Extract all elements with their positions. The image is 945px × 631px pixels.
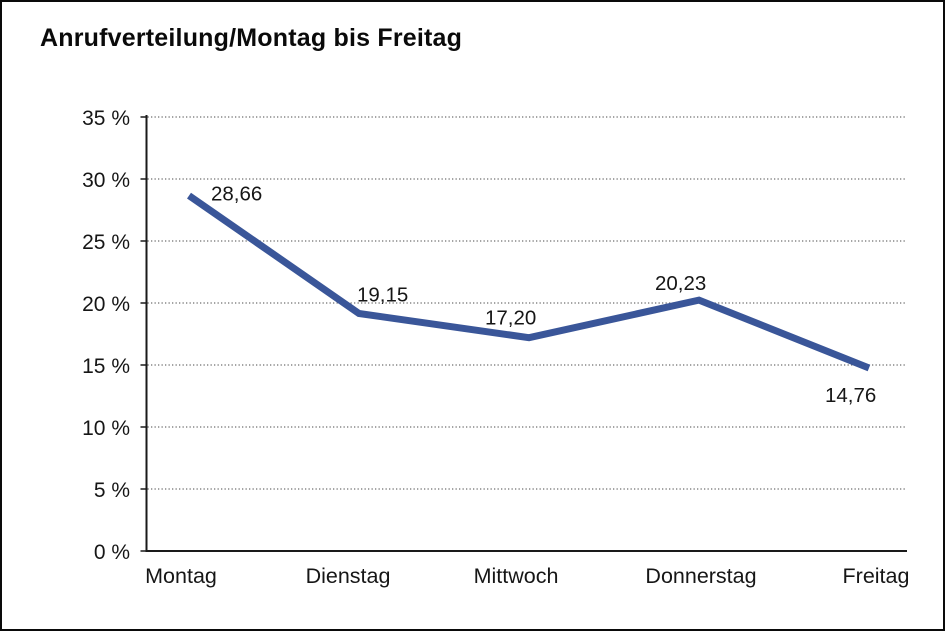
x-category-label: Montag [145, 564, 217, 588]
x-category-label: Dienstag [306, 564, 391, 588]
y-tick-label: 5 % [94, 479, 130, 502]
y-tick-label: 25 % [82, 231, 130, 254]
x-category-label: Donnerstag [645, 564, 756, 588]
y-tick-label: 15 % [82, 355, 130, 378]
x-category-label: Mittwoch [474, 564, 559, 588]
chart-title: Anrufverteilung/Montag bis Freitag [40, 24, 463, 52]
data-point-label: 17,20 [485, 307, 536, 330]
y-tick-label: 10 % [82, 417, 130, 440]
y-tick-label: 20 % [82, 293, 130, 316]
data-line [187, 192, 871, 372]
x-category-label: Freitag [843, 564, 910, 588]
data-point-label: 28,66 [211, 183, 262, 206]
data-point-label: 19,15 [357, 284, 408, 307]
data-point-label: 14,76 [825, 384, 876, 407]
y-tick-label: 35 % [82, 107, 130, 130]
y-tick-label: 30 % [82, 169, 130, 192]
y-tick-label: 0 % [94, 541, 130, 564]
data-point-label: 20,23 [655, 272, 706, 295]
